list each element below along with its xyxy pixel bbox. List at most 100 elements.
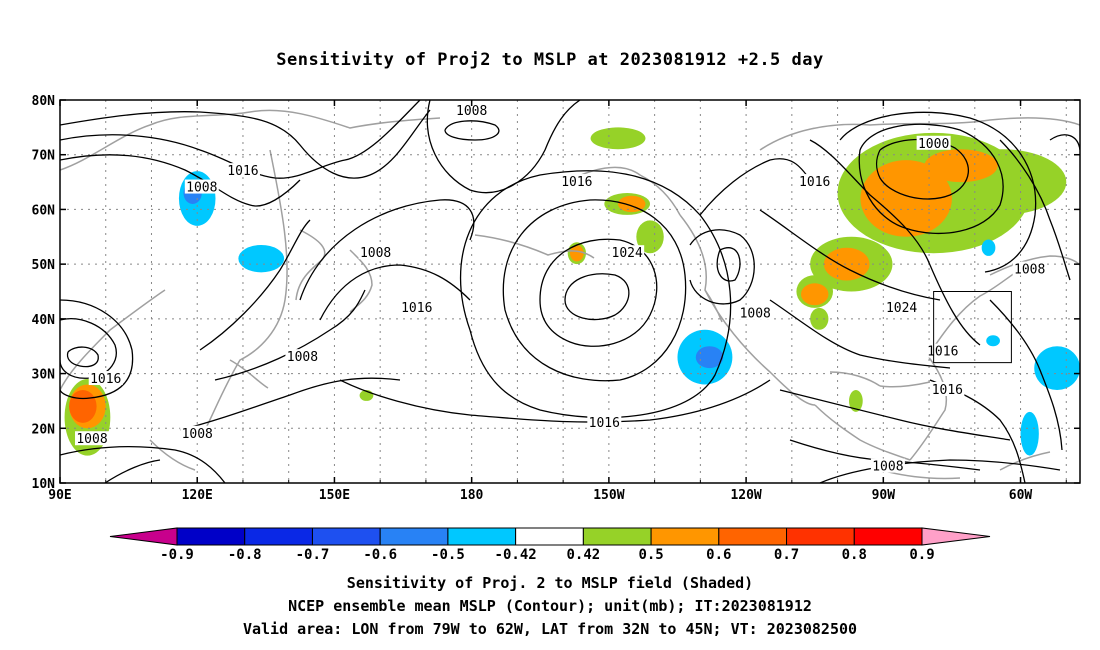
coastline bbox=[989, 255, 1080, 276]
lon-label: 120W bbox=[730, 488, 761, 503]
colorbar-high-triangle bbox=[921, 527, 991, 546]
sensitivity-patch bbox=[986, 335, 1000, 347]
lat-label: 50N bbox=[32, 258, 56, 273]
colorbar-segment bbox=[379, 527, 449, 546]
isobar-contour bbox=[999, 139, 1071, 281]
contour-label: 1008 bbox=[186, 181, 217, 196]
caption-valid-area: Valid area: LON from 79W to 62W, LAT fro… bbox=[242, 620, 858, 638]
coastline bbox=[60, 289, 166, 391]
colorbar-segment bbox=[311, 527, 381, 546]
isobar-contour bbox=[779, 389, 1011, 441]
contour-label-bg bbox=[88, 371, 123, 386]
lat-label: 70N bbox=[32, 149, 56, 164]
lon-label: 180 bbox=[460, 488, 484, 503]
coastline bbox=[679, 214, 816, 406]
colorbar-segment bbox=[515, 527, 584, 546]
contour-label-bg bbox=[184, 179, 219, 194]
contour-label-bg bbox=[930, 381, 965, 396]
isobar-contour bbox=[104, 459, 161, 483]
contour-label-bg bbox=[225, 163, 260, 178]
contour-label-bg bbox=[399, 299, 434, 314]
coastline bbox=[814, 404, 911, 461]
coastline bbox=[879, 381, 931, 388]
isobar-contour bbox=[858, 123, 1004, 235]
lon-label: 90E bbox=[48, 488, 71, 503]
colorbar-segment bbox=[244, 527, 313, 546]
contour-label-bg bbox=[925, 343, 960, 358]
sensitivity-patch bbox=[69, 389, 97, 423]
isobar-contour bbox=[60, 318, 117, 379]
contour-label-bg bbox=[285, 349, 320, 364]
isobar-contour bbox=[426, 100, 581, 194]
sensitivity-patch bbox=[823, 247, 870, 281]
map-title: Sensitivity of Proj2 to MSLP at 20230819… bbox=[276, 50, 824, 70]
valid-area-rectangle bbox=[933, 291, 1012, 364]
sensitivity-patch bbox=[1034, 346, 1080, 390]
isobar-contour bbox=[689, 229, 755, 305]
coastline bbox=[999, 451, 1051, 471]
isobar-contour bbox=[459, 170, 732, 419]
contour-label: 1016 bbox=[927, 345, 958, 360]
caption-shading: Sensitivity of Proj. 2 to MSLP field (Sh… bbox=[346, 574, 754, 592]
colorbar-label: -0.42 bbox=[495, 547, 537, 563]
sensitivity-patch bbox=[849, 389, 863, 412]
coastline bbox=[229, 359, 269, 389]
mslp-contours bbox=[60, 100, 1080, 483]
contour-label-bg bbox=[884, 299, 919, 314]
coastline bbox=[569, 166, 681, 216]
isobar-contour bbox=[299, 199, 475, 301]
contour-label-bg bbox=[1012, 261, 1047, 276]
contour-label: 1024 bbox=[886, 301, 917, 316]
contour-label: 1008 bbox=[360, 246, 391, 261]
colorbar-label: -0.6 bbox=[363, 547, 397, 563]
contour-label: 1008 bbox=[182, 427, 213, 442]
isobar-contour bbox=[60, 446, 226, 483]
contour-label: 1016 bbox=[401, 301, 432, 316]
contour-label-bg bbox=[180, 425, 215, 440]
sensitivity-patch bbox=[810, 307, 829, 330]
colorbar-label: 0.42 bbox=[567, 547, 601, 563]
lon-label: 60W bbox=[1009, 488, 1033, 503]
contour-label: 1016 bbox=[227, 164, 258, 179]
isobar-contour bbox=[809, 139, 981, 346]
colorbar-label: -0.8 bbox=[228, 547, 262, 563]
isobar-contour bbox=[699, 158, 811, 216]
sensitivity-patch bbox=[1020, 411, 1039, 456]
lat-label: 10N bbox=[32, 477, 56, 492]
colorbar-label: -0.9 bbox=[160, 547, 194, 563]
isobar-contour bbox=[769, 299, 951, 369]
contour-label-bg bbox=[75, 431, 110, 446]
gridlines bbox=[60, 100, 1080, 483]
isobar-contour bbox=[819, 459, 1061, 483]
colorbar-segment bbox=[176, 527, 246, 546]
contour-label: 1016 bbox=[932, 383, 963, 398]
isobar-contour bbox=[339, 379, 771, 423]
isobar-contour bbox=[989, 299, 1063, 451]
axis-ticks bbox=[59, 99, 1080, 484]
contour-label-bg bbox=[358, 245, 393, 260]
contour-label: 1016 bbox=[589, 416, 620, 431]
sensitivity-patch bbox=[238, 244, 285, 273]
isobar-contour bbox=[319, 264, 471, 321]
colorbar-segment bbox=[650, 527, 720, 546]
plot-frame bbox=[59, 99, 1081, 484]
contour-label-bg bbox=[916, 135, 951, 150]
coastline bbox=[927, 264, 1031, 357]
contour-label-bg bbox=[738, 305, 773, 320]
lon-label: 150W bbox=[593, 488, 624, 503]
isobar-contour bbox=[839, 111, 1037, 273]
coastline bbox=[295, 229, 326, 301]
isobar-contour bbox=[564, 273, 630, 321]
sensitivity-patch bbox=[860, 160, 952, 237]
sensitivity-patch bbox=[570, 244, 584, 262]
valid-area-box bbox=[933, 291, 1012, 364]
lat-label: 40N bbox=[32, 313, 56, 328]
contour-label: 1008 bbox=[872, 460, 903, 475]
colorbar-label: -0.7 bbox=[296, 547, 330, 563]
sensitivity-patch bbox=[695, 346, 724, 369]
sensitivity-patch bbox=[924, 149, 998, 183]
colorbar-label: 0.5 bbox=[638, 547, 663, 563]
isobar-contour bbox=[759, 209, 941, 301]
coastline bbox=[60, 109, 441, 171]
